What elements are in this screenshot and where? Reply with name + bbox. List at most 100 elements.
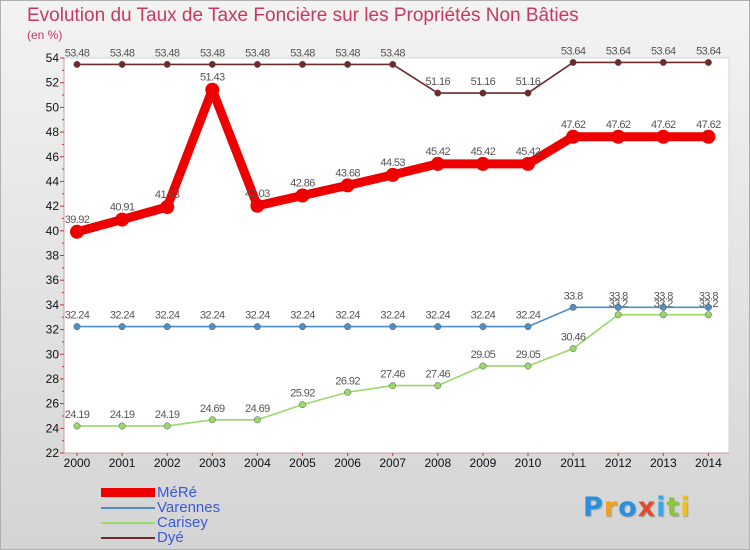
data-point-mr xyxy=(115,212,130,227)
proxiti-logo: Proxiti xyxy=(583,492,691,523)
data-label-varennes: 32.24 xyxy=(200,310,225,322)
data-label-carisey: 30.46 xyxy=(561,332,586,344)
x-tick-label: 2007 xyxy=(379,456,406,470)
data-point-carisey xyxy=(299,401,306,409)
y-tick-label: 32 xyxy=(46,323,60,337)
data-point-carisey xyxy=(253,416,261,424)
x-tick-label: 2000 xyxy=(64,456,91,470)
data-point-dy xyxy=(299,60,306,68)
data-point-carisey xyxy=(569,345,577,353)
data-point-mr xyxy=(385,167,400,182)
y-tick-label: 36 xyxy=(46,273,60,287)
y-tick-label: 30 xyxy=(46,347,60,361)
legend-label-dye: Dyé xyxy=(157,529,184,546)
data-label-dy: 53.64 xyxy=(606,45,631,57)
data-label-varennes: 33.8 xyxy=(654,290,673,302)
data-label-mr: 45.42 xyxy=(426,146,451,158)
axes: 22 24 26 28 30 32 34 36 38 40 42 44 46 48 50 52 54 2000 20… xyxy=(46,51,729,470)
data-label-dy: 53.64 xyxy=(651,45,676,57)
data-point-varennes xyxy=(479,323,487,331)
data-point-carisey xyxy=(704,311,712,319)
logo-letter: i xyxy=(656,492,667,523)
x-tick-label: 2001 xyxy=(109,456,136,470)
data-point-mr xyxy=(340,178,355,193)
data-label-carisey: 24.69 xyxy=(245,403,270,415)
data-label-mr: 47.62 xyxy=(606,119,631,131)
data-label-carisey: 29.05 xyxy=(471,349,496,361)
x-tick-label: 2005 xyxy=(289,456,316,470)
data-point-carisey xyxy=(479,362,487,370)
data-point-carisey xyxy=(73,422,81,430)
data-label-carisey: 29.05 xyxy=(516,349,541,361)
data-point-varennes xyxy=(344,323,352,331)
series-mr: 39.92 40.91 41.93 51.43 42.03 42.86 43.68 44.53… xyxy=(65,72,722,239)
data-point-mr xyxy=(611,129,626,144)
data-label-dy: 51.16 xyxy=(471,76,496,88)
x-tick-label: 2013 xyxy=(650,456,677,470)
x-tick-label: 2012 xyxy=(605,456,632,470)
series-carisey: 24.19 24.19 24.19 24.69 24.69 25.92 26.92 27.46… xyxy=(65,298,719,430)
data-point-dy xyxy=(614,58,622,66)
series-layer: 53.48 53.48 53.48 53.48 53.48 53.48 53.48 53.48… xyxy=(65,45,722,430)
data-label-varennes: 32.24 xyxy=(516,310,541,322)
data-point-carisey xyxy=(524,362,532,370)
data-label-varennes: 32.24 xyxy=(290,310,315,322)
data-label-mr: 42.86 xyxy=(290,178,315,190)
data-point-dy xyxy=(208,60,216,68)
legend-swatch-varennes xyxy=(101,507,155,509)
data-label-varennes: 32.24 xyxy=(335,310,360,322)
x-tick-label: 2004 xyxy=(244,456,271,470)
y-tick-label: 26 xyxy=(46,397,60,411)
y-tick-label: 38 xyxy=(46,249,60,263)
data-point-carisey xyxy=(118,422,126,430)
data-point-dy xyxy=(434,89,442,97)
data-point-carisey xyxy=(389,382,397,390)
y-tick-label: 34 xyxy=(46,298,60,312)
data-label-varennes: 32.24 xyxy=(245,310,270,322)
data-point-varennes xyxy=(659,303,667,311)
data-point-dy xyxy=(344,60,352,68)
data-label-dy: 53.48 xyxy=(245,47,270,59)
data-label-dy: 53.48 xyxy=(110,47,135,59)
y-tick-label: 52 xyxy=(46,76,60,90)
data-point-varennes xyxy=(614,303,622,311)
data-label-varennes: 32.24 xyxy=(380,310,405,322)
data-label-carisey: 24.69 xyxy=(200,403,225,415)
data-label-dy: 53.48 xyxy=(155,47,180,59)
data-point-mr xyxy=(250,198,265,213)
data-label-varennes: 32.24 xyxy=(471,310,496,322)
data-point-dy xyxy=(704,58,712,66)
data-point-dy xyxy=(389,60,397,68)
data-point-varennes xyxy=(299,323,306,331)
data-point-carisey xyxy=(344,388,352,396)
data-label-mr: 45.42 xyxy=(471,146,496,158)
data-label-carisey: 24.19 xyxy=(65,409,90,421)
data-point-dy xyxy=(163,60,171,68)
data-label-varennes: 33.8 xyxy=(609,290,628,302)
legend-label-varennes: Varennes xyxy=(157,499,221,516)
logo-letter: r xyxy=(603,492,619,523)
data-point-dy xyxy=(524,89,532,97)
data-point-mr xyxy=(160,199,175,214)
data-label-mr: 47.62 xyxy=(696,119,721,131)
data-point-dy xyxy=(659,58,667,66)
data-point-dy xyxy=(479,89,487,97)
logo-letter: o xyxy=(618,492,638,523)
data-label-mr: 45.42 xyxy=(516,146,541,158)
series-varennes: 32.24 32.24 32.24 32.24 32.24 32.24 32.24 32.24… xyxy=(65,290,719,331)
data-label-mr: 43.68 xyxy=(335,167,360,179)
data-label-dy: 53.48 xyxy=(200,47,225,59)
data-label-varennes: 33.8 xyxy=(564,290,583,302)
legend-swatch-dye xyxy=(101,537,155,539)
x-tick-label: 2008 xyxy=(424,456,451,470)
x-tick-label: 2014 xyxy=(695,456,722,470)
y-tick-label: 40 xyxy=(46,224,60,238)
data-point-dy xyxy=(73,60,81,68)
data-point-carisey xyxy=(434,382,442,390)
x-tick-label: 2002 xyxy=(154,456,181,470)
data-label-dy: 53.64 xyxy=(561,45,586,57)
x-tick-label: 2006 xyxy=(334,456,361,470)
data-point-varennes xyxy=(208,323,216,331)
y-tick-label: 42 xyxy=(46,199,60,213)
